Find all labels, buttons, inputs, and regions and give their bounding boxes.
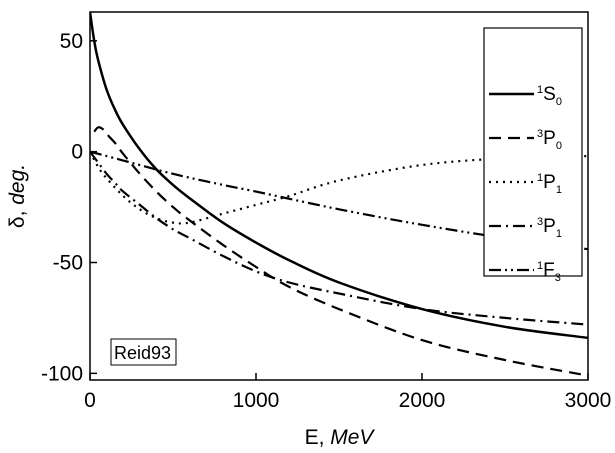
- annotation-box: Reid93: [110, 338, 177, 366]
- x-tick-label: 1000: [233, 389, 280, 412]
- x-axis-title-prefix: E,: [305, 426, 331, 449]
- series-line-1S0: [90, 12, 588, 340]
- legend-label-1F3: 1F3: [537, 260, 561, 284]
- y-tick-label: 50: [60, 30, 83, 53]
- y-axis-title-prefix: δ,: [6, 205, 29, 228]
- series-line-3P0: [93, 126, 588, 377]
- x-tick-label: 0: [84, 389, 96, 412]
- series-line-1F3: [90, 150, 588, 251]
- annotation-text: Reid93: [114, 343, 171, 363]
- legend-label-3P1: 3P1: [537, 216, 562, 240]
- y-axis-title: δ, deg.: [6, 164, 29, 228]
- series-layer: [90, 12, 588, 377]
- legend-label-1P1: 1P1: [537, 172, 562, 196]
- y-tick-label: -100: [41, 362, 83, 385]
- x-tick-label: 2000: [399, 389, 446, 412]
- y-tick-label: 0: [71, 141, 83, 164]
- legend: 1S0 3P0 1P1 3P1 1F3: [483, 27, 583, 284]
- legend-box: [483, 27, 583, 277]
- x-tick-label: 3000: [565, 389, 612, 412]
- annotation-frame: [110, 338, 177, 366]
- plot-frame: [89, 11, 589, 381]
- axis-ticks: 0 1000 2000 3000 50 0 -50 -100: [41, 30, 611, 412]
- legend-label-1S0: 1S0: [537, 84, 562, 108]
- y-axis-title-unit: deg.: [6, 164, 29, 205]
- x-axis-title: E, MeV: [305, 426, 376, 449]
- series-line-3P1: [90, 151, 588, 326]
- y-tick-label: -50: [53, 252, 83, 275]
- x-axis-title-unit: MeV: [330, 426, 375, 449]
- legend-label-3P0: 3P0: [537, 128, 562, 152]
